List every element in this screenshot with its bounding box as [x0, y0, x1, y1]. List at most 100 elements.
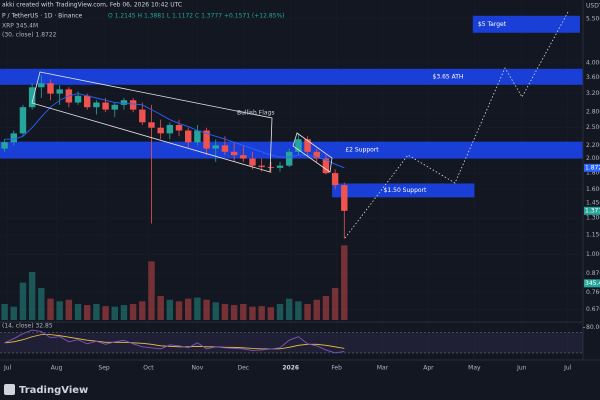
volume-bar	[139, 301, 146, 320]
volume-bar	[93, 304, 100, 320]
volume-bar	[111, 306, 118, 320]
candle-body	[84, 95, 91, 108]
credit: akki created with TradingView.com, Feb 0…	[2, 2, 182, 9]
candle-body	[285, 151, 293, 166]
symbol: P / TetherUS · 1D · Binance	[2, 13, 83, 20]
volume-bar	[47, 298, 54, 320]
candle-body	[139, 109, 146, 123]
y-tick-label: 0.760	[586, 289, 600, 296]
volume-bar	[212, 302, 219, 320]
candle-body	[111, 104, 118, 110]
candle-body	[203, 130, 210, 149]
rsi-legend: (14, close) 32.85	[2, 323, 53, 330]
volume-bar	[194, 297, 201, 320]
volume-bar	[65, 299, 73, 320]
x-tick-label: Sep	[98, 365, 110, 372]
volume-bar	[102, 306, 109, 320]
y-tick-label: 2.800	[586, 109, 600, 116]
rsi-band	[0, 332, 583, 353]
logo-icon	[4, 384, 15, 395]
x-tick-label: Nov	[192, 365, 204, 372]
y-axis-unit: USDT	[586, 3, 600, 10]
volume-bar	[84, 305, 91, 320]
x-tick-label: Dec	[237, 365, 249, 372]
zone-label: £2 Support	[345, 147, 379, 154]
candle-body	[304, 139, 311, 152]
candle-body	[249, 158, 256, 166]
zone	[0, 141, 583, 159]
x-tick-label: 2026	[282, 365, 299, 372]
logo-text: TradingView	[19, 385, 88, 396]
zone	[332, 183, 475, 198]
volume-bar	[56, 301, 63, 320]
candle-body	[175, 124, 183, 131]
candle-body	[267, 167, 275, 168]
y-tick-label: 0.670	[586, 306, 600, 313]
y-tick-label: 1.000	[586, 251, 600, 258]
x-tick-label: Oct	[143, 365, 154, 372]
volume-bar	[38, 288, 45, 320]
candle-body	[221, 145, 229, 152]
y-tick-label: 0.870	[586, 270, 600, 277]
candle-body	[74, 95, 82, 103]
volume-bar	[230, 305, 238, 320]
volume-bar	[74, 304, 82, 320]
zone	[0, 68, 583, 85]
volume-legend: XRP 345.4M	[2, 23, 38, 30]
y-tick-label: 2.000	[586, 155, 600, 162]
x-tick-label: Jul	[563, 365, 572, 372]
volume-bar	[240, 304, 247, 320]
candle-body	[148, 122, 155, 128]
candle-body	[129, 100, 137, 110]
zone-label: $1.50 Support	[384, 187, 427, 194]
ma-value-label: 1.872	[585, 164, 600, 171]
volume-bar	[304, 304, 311, 320]
zone	[472, 15, 580, 33]
y-tick-label: 3.600	[586, 74, 600, 81]
candle-body	[322, 158, 330, 174]
volume-bar	[1, 304, 8, 320]
candle-body	[313, 151, 320, 159]
candle-body	[166, 124, 174, 134]
y-tick-label: 4.000	[586, 59, 600, 66]
volume-bar	[258, 306, 265, 320]
flag-channel	[31, 71, 273, 173]
volume-bar	[267, 307, 275, 320]
volume-bar	[295, 301, 302, 320]
volume-bar	[285, 298, 293, 320]
ohlc: O 1.2145 H 1.3881 L 1.1172 C 1.3777 +0.1…	[108, 13, 285, 20]
volume-bar	[313, 299, 320, 320]
y-tick-label: 1.800	[586, 170, 600, 177]
annotation: Bullish Flags	[237, 110, 275, 117]
rsi-ma-line	[4, 334, 345, 350]
volume-bar	[276, 304, 284, 320]
candle-body	[276, 165, 284, 168]
x-tick-label: Feb	[331, 365, 342, 372]
volume-value-label-box	[584, 279, 600, 288]
candle-body	[1, 142, 8, 149]
x-tick-label: Aug	[51, 365, 63, 372]
rsi-line	[4, 329, 345, 354]
volume-bar	[175, 301, 183, 320]
candle-body	[120, 100, 128, 105]
volume-bar	[331, 288, 339, 320]
volume-bar	[203, 299, 210, 320]
y-tick-label: 1.150	[586, 232, 600, 239]
volume-bar	[341, 245, 348, 320]
y-tick-label: 1.600	[586, 186, 600, 193]
candle-body	[295, 139, 302, 152]
volume-bar	[120, 305, 128, 320]
ma-line	[4, 93, 345, 169]
candle-body	[56, 89, 63, 94]
candle-body	[230, 151, 238, 156]
y-tick-label: 5.500	[586, 15, 600, 22]
logo: TradingView	[4, 384, 88, 396]
ma-value-label-box	[584, 163, 600, 172]
y-tick-label: 1.450	[586, 199, 600, 206]
candle-body	[19, 107, 27, 134]
volume-bar	[249, 306, 256, 320]
candle-body	[28, 87, 36, 108]
candle-body	[10, 133, 17, 143]
volume-bar	[129, 304, 137, 320]
